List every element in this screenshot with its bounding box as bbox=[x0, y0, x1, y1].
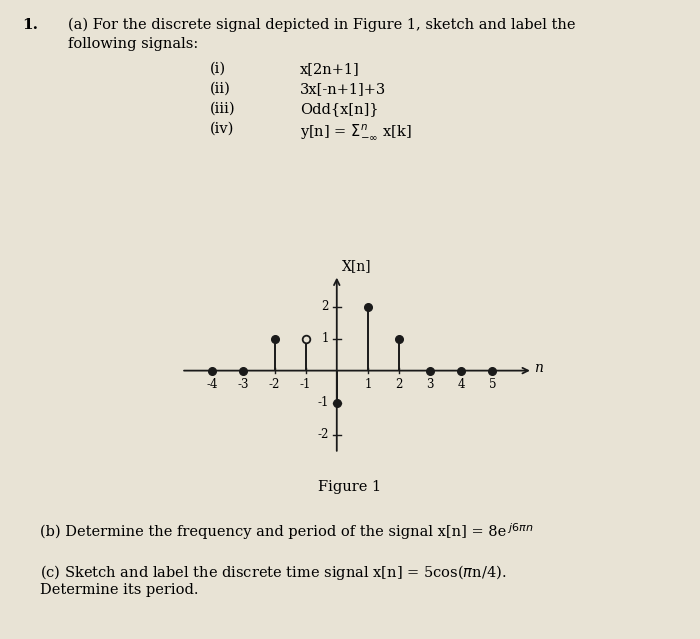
Text: (ii): (ii) bbox=[210, 82, 231, 96]
Text: (i): (i) bbox=[210, 62, 226, 76]
Text: (b) Determine the frequency and period of the signal x[n] = 8e: (b) Determine the frequency and period o… bbox=[40, 525, 506, 539]
Text: 2: 2 bbox=[395, 378, 402, 390]
Text: (c) Sketch and label the discrete time signal x[n] = 5cos($\pi$n/4).: (c) Sketch and label the discrete time s… bbox=[40, 563, 506, 582]
Text: (a) For the discrete signal depicted in Figure 1, sketch and label the: (a) For the discrete signal depicted in … bbox=[68, 18, 575, 33]
Text: x[2n+1]: x[2n+1] bbox=[300, 62, 360, 76]
Text: -3: -3 bbox=[238, 378, 249, 390]
Text: Determine its period.: Determine its period. bbox=[40, 583, 199, 597]
Text: n: n bbox=[534, 361, 543, 375]
Text: 2: 2 bbox=[321, 300, 329, 313]
Text: -1: -1 bbox=[300, 378, 312, 390]
Text: 4: 4 bbox=[458, 378, 465, 390]
Text: $j6\pi n$: $j6\pi n$ bbox=[507, 521, 533, 535]
Text: Figure 1: Figure 1 bbox=[318, 480, 382, 494]
Text: Odd{x[n]}: Odd{x[n]} bbox=[300, 102, 379, 116]
Text: 1: 1 bbox=[321, 332, 329, 345]
Text: X[n]: X[n] bbox=[342, 259, 372, 273]
Text: 3: 3 bbox=[426, 378, 434, 390]
Text: 5: 5 bbox=[489, 378, 496, 390]
Text: following signals:: following signals: bbox=[68, 37, 198, 51]
Text: -2: -2 bbox=[269, 378, 280, 390]
Text: -4: -4 bbox=[206, 378, 218, 390]
Text: 3x[-n+1]+3: 3x[-n+1]+3 bbox=[300, 82, 386, 96]
Text: y[n] = $\Sigma^n_{-\infty}$ x[k]: y[n] = $\Sigma^n_{-\infty}$ x[k] bbox=[300, 122, 412, 141]
Text: -1: -1 bbox=[318, 396, 329, 409]
Text: 1: 1 bbox=[364, 378, 372, 390]
Text: (iv): (iv) bbox=[210, 122, 235, 136]
Text: (iii): (iii) bbox=[210, 102, 236, 116]
Text: -2: -2 bbox=[318, 428, 329, 441]
Text: 1.: 1. bbox=[22, 18, 38, 32]
